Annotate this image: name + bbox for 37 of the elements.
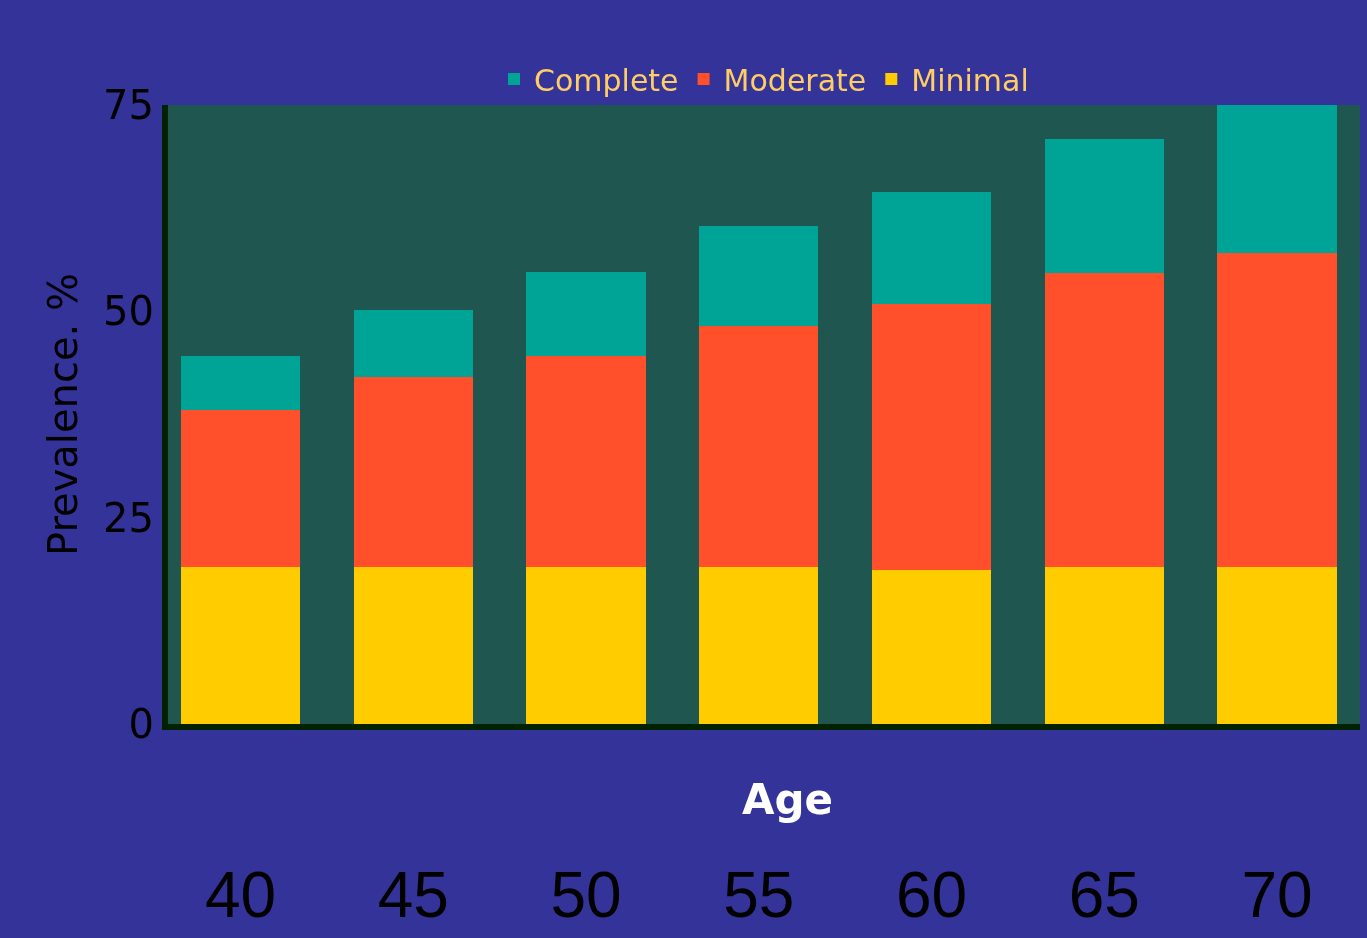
y-tick-label: 50	[103, 288, 154, 335]
bar	[353, 567, 473, 724]
bar	[1044, 138, 1164, 273]
bar	[699, 225, 819, 327]
bar	[1044, 272, 1164, 568]
bar	[526, 271, 646, 356]
bar	[526, 567, 646, 724]
x-tick-label: 40	[204, 858, 277, 931]
bar	[1044, 567, 1164, 724]
bar	[699, 326, 819, 568]
x-tick-label: 50	[550, 858, 622, 931]
bar	[699, 567, 819, 724]
y-axis-title: Prevalence. %	[40, 273, 87, 556]
bar	[1217, 567, 1337, 724]
x-tick-label: 45	[377, 858, 449, 931]
bar	[353, 377, 473, 568]
y-tick-label: 0	[128, 701, 154, 747]
x-tick-label: 55	[723, 858, 795, 931]
bar	[871, 303, 992, 570]
legend-label: Complete	[534, 62, 679, 98]
x-tick-label: 65	[1068, 858, 1140, 931]
y-tick-label: 75	[103, 82, 154, 128]
bar	[526, 355, 646, 568]
bar	[1217, 105, 1337, 253]
bar	[180, 409, 301, 568]
bar	[871, 192, 992, 304]
x-axis-title: Age	[742, 775, 834, 824]
legend-label: Moderate	[723, 62, 867, 98]
bar	[1217, 252, 1337, 568]
legend-label: Minimal	[911, 62, 1029, 98]
x-tick-label: 60	[895, 858, 968, 931]
bar	[180, 355, 301, 410]
bar	[871, 569, 992, 724]
bar	[180, 567, 301, 724]
x-tick-label: 70	[1241, 858, 1313, 931]
bar	[353, 309, 473, 378]
y-tick-label: 25	[103, 494, 154, 541]
